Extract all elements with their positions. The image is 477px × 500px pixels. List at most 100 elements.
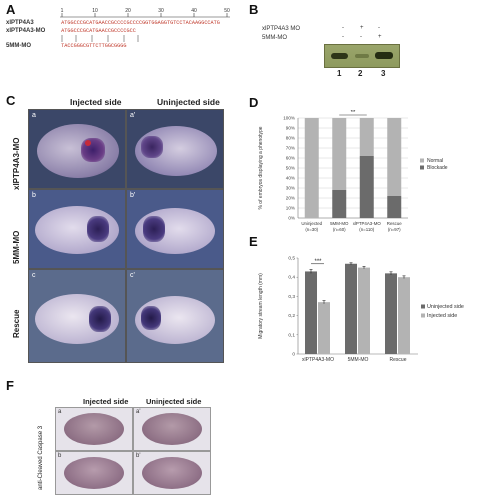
panel-b-label: B [249, 2, 259, 17]
seq-row-2: xlPTP4A3-MO ATGGCCCGCATGAACCGCCCCGCC [6, 28, 136, 34]
row-label-5mmmo: 5MM-MO [12, 230, 21, 264]
chart-e-bar-uninjected [345, 263, 357, 354]
chart-d-category-label: xlPTP4A3-MO [353, 221, 382, 226]
chart-e-bar-injected [318, 302, 330, 354]
photo-label-a: a [32, 112, 36, 119]
chart-e: Migratory stream length (mm) 0 0,1 0,2 0,3 0,… [258, 256, 464, 364]
embryo-a [37, 124, 119, 178]
chart-e-category-label: xlPTP4A3-MO [302, 357, 334, 363]
chart-e-legend-label: Injected side [427, 313, 457, 319]
chart-d-legend-label: Normal [427, 158, 443, 164]
chart-d-ytick: 50% [286, 166, 295, 171]
chart-d: % of embryos displaying a phenotype 0% 10%… [258, 110, 448, 232]
caspase-label-b-prime: b' [136, 453, 141, 459]
chart-e-category-label: 5MM-MO [348, 357, 369, 363]
f-col-label-uninjected: Uninjected side [146, 397, 202, 406]
chart-d-category-label: 5MM-MO [330, 221, 349, 226]
chart-d-category-label: (n=97) [388, 227, 401, 232]
panel-d-label: D [249, 95, 259, 110]
ruler-tick-label: 30 [158, 8, 164, 14]
chart-e-ytick: 0,3 [288, 294, 295, 300]
chart-e-ytick: 0,2 [288, 313, 295, 319]
caspase-photo-a: a [55, 407, 133, 451]
embryo-photo-a: a [28, 109, 126, 189]
photo-label-a-prime: a' [130, 112, 136, 119]
chart-d-ytick: 30% [286, 186, 295, 191]
photo-label-b-prime: b' [130, 192, 136, 199]
chart-d-category-label: Rescue [387, 221, 402, 226]
blot-band-2 [355, 54, 369, 58]
chart-e-category-label: Rescue [390, 357, 407, 363]
seq-row-3-sequence: TACCGGGCGTTCTTGGCGGGG [61, 43, 127, 49]
col-label-injected: Injected side [70, 97, 122, 107]
ruler-tick-label: 20 [125, 8, 131, 14]
chart-e-ytick: 0,5 [288, 256, 295, 262]
chart-d-bar-normal [332, 118, 347, 190]
blot-sign-1-1: - [342, 25, 344, 31]
caspase-embryo-a [64, 413, 124, 445]
blot-row-label-1: xlPTP4A3 MO [262, 26, 301, 32]
blot-sign-2-2: - [360, 34, 362, 40]
row-label-rescue: Rescue [12, 309, 21, 338]
caspase-label-a: a [58, 409, 62, 415]
chart-e-legend-swatch [421, 313, 425, 318]
blot-sign-2-1: - [342, 34, 344, 40]
western-blot-image [324, 44, 400, 68]
embryo-photo-a-prime: a' [126, 109, 224, 189]
ruler-tick-label: 1 [61, 8, 64, 14]
blot-sign-2-3: + [378, 34, 382, 40]
ruler-tick-label: 40 [191, 8, 197, 14]
seq-row-2-name: xlPTP4A3-MO [6, 28, 46, 34]
chart-d-category-label: (n=30) [305, 227, 318, 232]
chart-d-bar-normal [359, 118, 374, 156]
embryo-b-prime-stain [143, 216, 165, 242]
panel-f-label: F [6, 378, 14, 393]
embryo-a-red-mark [85, 140, 91, 146]
chart-d-ytick: 40% [286, 176, 295, 181]
panel-a-label: A [6, 2, 16, 17]
chart-e-legend-swatch [421, 304, 425, 309]
chart-d-bar-normal [387, 118, 402, 196]
chart-d-category-label: (n=60) [333, 227, 346, 232]
blot-sign-1-3: - [378, 25, 380, 31]
caspase-label-a-prime: a' [136, 409, 141, 415]
caspase-embryo-b-prime [142, 457, 202, 489]
chart-e-legend-label: Uninjected side [427, 304, 464, 310]
chart-d-legend-label: Blockade [427, 165, 448, 171]
chart-e-bar-injected [358, 267, 370, 354]
f-row-label: anti-Cleaved Caspase 3 [38, 425, 44, 490]
chart-d-ytick: 60% [286, 156, 295, 161]
chart-d-legend-swatch [420, 165, 424, 170]
seq-row-2-sequence: ATGGCCCGCATGAACCGCCCCGCC [61, 28, 136, 34]
blot-sign-1-2: + [360, 25, 364, 31]
chart-e-bar-injected [398, 277, 410, 354]
seq-row-3: 5MM-MO TACCGGGCGTTCTTGGCGGGG [6, 43, 127, 49]
chart-d-ytick: 100% [283, 116, 295, 121]
caspase-embryo-a-prime [142, 413, 202, 445]
chart-e-ytick: 0,4 [288, 275, 295, 281]
seq-row-1-sequence: ATGGCCCGCATGAACCGCCCCGCCCCGGTGGAGGTGTCCT… [61, 20, 220, 26]
chart-d-significance-label: ** [351, 110, 356, 116]
chart-d-legend-swatch [420, 158, 424, 163]
seq-row-1: xlPTP4A3 ATGGCCCGCATGAACCGCCCCGCCCCGGTGG… [6, 20, 220, 26]
photo-label-b: b [32, 192, 36, 199]
panel-a-ruler: 1 10 20 30 40 50 [60, 8, 230, 18]
blot-lane-2: 2 [358, 69, 363, 78]
embryo-c-stain [89, 306, 111, 332]
chart-d-ytick: 10% [286, 206, 295, 211]
chart-e-bar-uninjected [305, 271, 317, 354]
caspase-photo-b: b [55, 451, 133, 495]
blot-band-3 [375, 52, 393, 59]
chart-d-category-label: Uninjected [301, 221, 322, 226]
embryo-photo-b-prime: b' [126, 189, 224, 269]
seq-alignment-ticks [61, 35, 139, 42]
photo-label-c: c [32, 272, 36, 279]
caspase-photo-b-prime: b' [133, 451, 211, 495]
chart-d-bar-normal [304, 118, 319, 218]
embryo-b-stain [87, 216, 109, 242]
chart-d-ylabel: % of embryos displaying a phenotype [258, 126, 264, 209]
chart-e-significance-label: *** [314, 259, 322, 265]
chart-e-bar-uninjected [385, 273, 397, 354]
col-label-uninjected: Uninjected side [157, 97, 220, 107]
chart-d-bar-blockade [387, 196, 402, 218]
